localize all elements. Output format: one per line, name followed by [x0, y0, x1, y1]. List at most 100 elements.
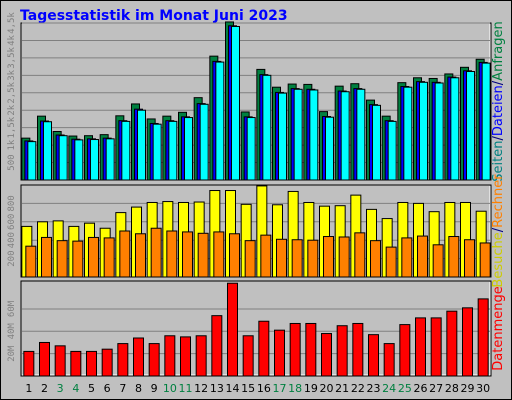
- x-tick-label-day-11: 11: [179, 382, 193, 395]
- bar-visitors-rechner-day-9: [150, 227, 162, 278]
- x-tick-label-day-28: 28: [445, 382, 459, 395]
- bar-visits-seiten-day-15: [246, 117, 256, 181]
- bar-visitors-rechner-day-3: [56, 240, 68, 278]
- x-tick-label-day-23: 23: [367, 382, 381, 395]
- bar-visitors-rechner-day-6: [103, 237, 115, 278]
- bar-visits-seiten-day-21: [340, 91, 350, 181]
- bar-visitors-rechner-day-4: [72, 240, 84, 278]
- x-tick-label-day-3: 3: [57, 382, 64, 395]
- bar-visitors-rechner-day-10: [166, 230, 178, 278]
- x-tick-label-day-1: 1: [25, 382, 32, 395]
- panel-visits-tick-label: 3,5k: [7, 46, 17, 68]
- bar-volume-datenmenge-day-19: [305, 322, 317, 377]
- panel-visits-tick-label: 3k: [7, 69, 17, 80]
- x-tick-label-day-18: 18: [288, 382, 302, 395]
- bar-visitors-rechner-day-19: [307, 239, 319, 278]
- side-label-part: Anfragen: [491, 21, 506, 81]
- bar-volume-datenmenge-day-11: [180, 336, 191, 377]
- bar-visitors-rechner-day-2: [41, 236, 52, 278]
- bar-visits-seiten-day-16: [262, 74, 272, 181]
- side-label-part: Dateien: [491, 85, 506, 136]
- bar-visits-seiten-day-4: [74, 139, 84, 181]
- bar-visits-seiten-day-12: [199, 103, 209, 181]
- bar-visits-seiten-day-27: [434, 82, 444, 181]
- bar-volume-datenmenge-day-24: [383, 343, 395, 377]
- bar-visits-seiten-day-24: [387, 120, 397, 181]
- bar-volume-datenmenge-day-25: [399, 324, 411, 377]
- panel-volume-box: [20, 280, 492, 377]
- side-label-part: /: [491, 136, 506, 141]
- side-label-part: Seiten: [491, 141, 506, 182]
- bar-visitors-rechner-day-18: [291, 239, 303, 278]
- x-tick-label-day-6: 6: [104, 382, 111, 395]
- bar-volume-datenmenge-day-18: [289, 322, 301, 377]
- bar-volume-datenmenge-day-29: [462, 307, 473, 377]
- bar-visitors-rechner-day-27: [432, 244, 444, 278]
- bar-volume-datenmenge-day-21: [336, 325, 348, 377]
- bar-visitors-rechner-day-21: [338, 236, 350, 278]
- bar-volume-datenmenge-day-7: [117, 343, 129, 377]
- bar-visitors-rechner-day-17: [276, 238, 287, 278]
- bar-visits-seiten-day-9: [152, 123, 162, 181]
- bar-volume-datenmenge-day-16: [258, 320, 270, 377]
- bar-volume-datenmenge-day-23: [368, 334, 379, 377]
- bar-visits-seiten-day-22: [356, 88, 366, 181]
- panel-volume-tick-label: 20M: [7, 345, 17, 362]
- panel-visitors-tick-label: 200: [7, 250, 17, 266]
- bar-visitors-rechner-day-14: [229, 233, 240, 278]
- x-tick-label-day-8: 8: [135, 382, 142, 395]
- bar-visits-seiten-day-1: [27, 141, 37, 181]
- bar-visits-seiten-day-6: [105, 138, 115, 181]
- bar-visits-seiten-day-7: [121, 120, 131, 181]
- x-tick-label-day-30: 30: [476, 382, 490, 395]
- bar-volume-datenmenge-day-5: [86, 350, 97, 377]
- panel-volume-tick-label: 60M: [7, 300, 17, 317]
- panel-visits-tick-label: 2,5k: [7, 81, 17, 103]
- bar-visitors-rechner-day-8: [135, 233, 146, 278]
- x-tick-label-day-29: 29: [461, 382, 475, 395]
- bar-volume-datenmenge-day-9: [148, 343, 160, 377]
- panel-volume-side-label: Datenmenge: [491, 286, 506, 370]
- x-tick-label-day-25: 25: [398, 382, 412, 395]
- bar-volume-datenmenge-day-15: [242, 335, 254, 377]
- x-tick-label-day-15: 15: [241, 382, 255, 395]
- bar-visits-seiten-day-17: [278, 92, 287, 181]
- x-tick-label-day-9: 9: [151, 382, 158, 395]
- panel-visits-tick-label: 4,5k: [7, 12, 17, 34]
- bar-visits-seiten-day-11: [184, 117, 193, 181]
- bar-visitors-rechner-day-26: [417, 235, 428, 278]
- panel-visitors-tick-label: 800: [7, 195, 17, 211]
- panel-visits-tick-label: 1,5k: [7, 116, 17, 138]
- bar-volume-datenmenge-day-22: [352, 322, 364, 377]
- x-tick-label-day-17: 17: [273, 382, 287, 395]
- bar-visitors-rechner-day-7: [119, 230, 131, 278]
- bar-visitors-rechner-day-16: [260, 234, 272, 278]
- bar-visits-seiten-day-18: [293, 88, 303, 181]
- panel-visitors-tick-label: 600: [7, 214, 17, 230]
- bar-visitors-rechner-day-5: [88, 236, 99, 278]
- panel-visitors-side-label: Besuche/Rechner: [491, 174, 506, 288]
- bar-visits-seiten-day-30: [481, 62, 491, 181]
- bar-visitors-rechner-day-15: [244, 240, 256, 278]
- bar-visitors-rechner-day-25: [401, 237, 413, 278]
- x-tick-label-day-21: 21: [335, 382, 349, 395]
- bar-visits-seiten-day-13: [215, 61, 225, 181]
- bar-volume-datenmenge-day-12: [195, 335, 207, 377]
- bar-volume-datenmenge-day-3: [54, 345, 66, 377]
- bar-volume-datenmenge-day-2: [39, 341, 50, 377]
- bar-volume-datenmenge-day-27: [430, 317, 442, 377]
- panel-visitors-box: [20, 184, 492, 278]
- bar-visits-seiten-day-3: [58, 135, 68, 181]
- bar-visits-seiten-day-23: [372, 104, 381, 181]
- bar-visits-seiten-day-5: [90, 139, 99, 181]
- side-label-part: /: [491, 80, 506, 85]
- bar-volume-datenmenge-day-13: [211, 315, 223, 377]
- x-tick-label-day-5: 5: [88, 382, 95, 395]
- bar-visits-seiten-day-20: [325, 116, 334, 181]
- bar-visits-seiten-day-29: [466, 70, 475, 181]
- bar-visitors-rechner-day-12: [197, 232, 209, 278]
- x-tick-label-day-19: 19: [304, 382, 318, 395]
- panel-visitors-tick-label: 400: [7, 232, 17, 248]
